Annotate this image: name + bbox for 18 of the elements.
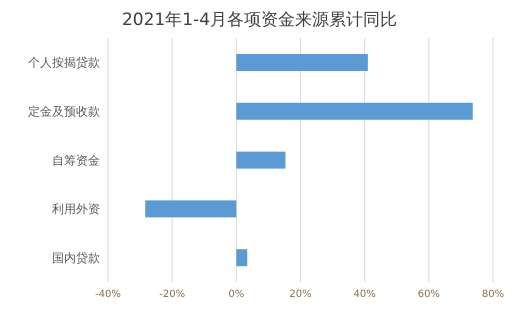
x-tick-label: 20% (289, 289, 312, 300)
y-tick-label: 国内贷款 (52, 250, 100, 265)
x-tick-label: -20% (159, 289, 186, 300)
x-tick-label: 60% (418, 289, 440, 300)
x-tick-label: -40% (95, 289, 121, 300)
y-tick-label: 利用外资 (52, 202, 100, 216)
bar (236, 102, 473, 120)
chart-title: 2021年1-4月各项资金来源累计同比 (120, 9, 398, 32)
x-tick-label: 80% (482, 289, 504, 300)
bar (145, 200, 236, 218)
bar (236, 249, 248, 266)
bar (236, 152, 286, 169)
x-tick-label: 0% (228, 289, 244, 300)
x-tick-label: 40% (354, 289, 376, 300)
y-tick-label: 定金及预收款 (28, 104, 100, 118)
y-tick-label: 自筹资金 (52, 153, 100, 168)
bar (236, 54, 368, 71)
y-tick-label: 个人按揭贷款 (28, 56, 100, 70)
